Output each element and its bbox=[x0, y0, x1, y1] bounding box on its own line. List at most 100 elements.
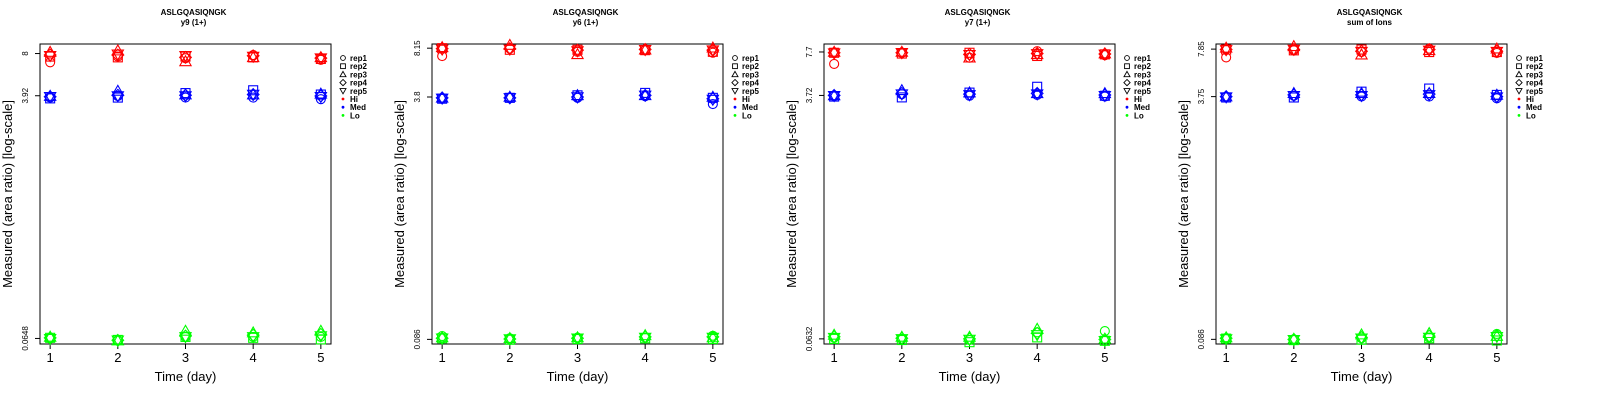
point-lo-rep4 bbox=[1422, 329, 1436, 343]
point-hi-rep3 bbox=[1422, 43, 1436, 56]
legend-label-lo: Lo bbox=[1526, 111, 1536, 120]
x-tick-label: 4 bbox=[1034, 350, 1041, 365]
point-hi-rep1 bbox=[45, 57, 56, 68]
chart-title: ASLGQASIQNGK bbox=[1337, 8, 1403, 17]
point-hi-rep5 bbox=[706, 45, 720, 57]
point-hi-rep5 bbox=[435, 44, 449, 57]
legend-label-rep2: rep2 bbox=[1526, 62, 1543, 71]
chart-title: ASLGQASIQNGK bbox=[945, 8, 1011, 17]
point-lo-rep5 bbox=[1098, 336, 1112, 348]
point-hi-rep5 bbox=[503, 44, 517, 57]
point-med-rep5 bbox=[638, 90, 652, 103]
point-lo-rep3 bbox=[178, 324, 193, 336]
point-hi-rep5 bbox=[895, 47, 909, 60]
point-lo-rep5 bbox=[706, 332, 720, 345]
legend-marker-rep1 bbox=[1516, 55, 1522, 61]
legend-label-hi: Hi bbox=[350, 95, 358, 104]
x-tick-label: 3 bbox=[574, 350, 581, 365]
legend-label-rep3: rep3 bbox=[1134, 70, 1151, 79]
point-hi-rep5 bbox=[246, 51, 260, 64]
legend-label-rep5: rep5 bbox=[1526, 87, 1543, 96]
legend-label-rep2: rep2 bbox=[350, 62, 367, 71]
point-lo-rep5 bbox=[638, 332, 652, 345]
legend-dot-hi bbox=[733, 97, 737, 101]
point-hi-rep3 bbox=[435, 40, 449, 53]
point-hi-rep2 bbox=[829, 47, 840, 58]
point-hi-rep2 bbox=[112, 52, 123, 63]
legend-label-rep4: rep4 bbox=[1134, 79, 1151, 88]
point-med-rep5 bbox=[1354, 90, 1369, 103]
y-axis-label: Measured (area ratio) [log-scale] bbox=[1176, 100, 1191, 288]
point-lo-rep3 bbox=[43, 330, 57, 342]
point-hi-rep5 bbox=[1030, 49, 1044, 61]
x-tick-label: 4 bbox=[250, 350, 257, 365]
y-tick-label: 0.086 bbox=[413, 329, 422, 350]
point-hi-rep5 bbox=[962, 49, 977, 62]
legend-dot-med bbox=[733, 105, 737, 109]
point-med-rep2 bbox=[1032, 81, 1043, 92]
x-tick-label: 2 bbox=[1290, 350, 1297, 365]
legend-marker-rep2 bbox=[1124, 63, 1130, 70]
y-axis-label: Measured (area ratio) [log-scale] bbox=[392, 100, 407, 288]
point-hi-rep5 bbox=[43, 51, 57, 63]
y-tick-label: 0.0648 bbox=[21, 326, 30, 351]
point-hi-rep3 bbox=[827, 45, 841, 57]
point-lo-rep3 bbox=[1490, 329, 1504, 341]
legend-marker-rep5 bbox=[731, 88, 739, 95]
point-med-rep3 bbox=[1219, 89, 1233, 102]
point-lo-rep3 bbox=[435, 330, 449, 343]
legend-marker-rep4 bbox=[339, 78, 347, 87]
point-lo-rep3 bbox=[570, 330, 585, 343]
point-lo-rep5 bbox=[1422, 332, 1436, 345]
y-axis-label: Measured (area ratio) [log-scale] bbox=[784, 100, 799, 288]
point-hi-rep3 bbox=[314, 50, 328, 63]
legend-label-rep4: rep4 bbox=[742, 79, 759, 88]
point-med-rep5 bbox=[1422, 90, 1436, 102]
point-med-rep5 bbox=[435, 93, 449, 106]
point-lo-rep2 bbox=[964, 337, 975, 348]
point-hi-rep1 bbox=[829, 58, 840, 70]
x-tick-label: 4 bbox=[1426, 350, 1433, 365]
legend-dot-med bbox=[341, 105, 345, 109]
y-tick-label: 0.0632 bbox=[805, 326, 814, 351]
x-tick-label: 5 bbox=[709, 350, 716, 365]
point-med-rep3 bbox=[638, 88, 652, 101]
point-med-rep5 bbox=[503, 93, 517, 105]
point-med-rep3 bbox=[503, 90, 517, 102]
point-med-rep3 bbox=[111, 84, 125, 96]
legend-label-rep3: rep3 bbox=[350, 70, 367, 79]
x-tick-label: 2 bbox=[506, 350, 513, 365]
legend-label-rep2: rep2 bbox=[742, 62, 759, 71]
legend-dot-lo bbox=[733, 114, 737, 117]
legend-label-hi: Hi bbox=[1526, 95, 1534, 104]
x-axis-label: Time (day) bbox=[1331, 369, 1393, 384]
chart-title: ASLGQASIQNGK bbox=[553, 8, 619, 17]
point-lo-rep5 bbox=[827, 332, 841, 345]
point-hi-rep5 bbox=[1219, 45, 1233, 57]
x-tick-label: 4 bbox=[642, 350, 649, 365]
point-med-rep2 bbox=[896, 92, 907, 103]
legend-marker-rep1 bbox=[732, 55, 738, 61]
legend-dot-med bbox=[1125, 105, 1129, 109]
point-med-rep5 bbox=[706, 94, 720, 107]
point-med-rep5 bbox=[1490, 92, 1504, 104]
point-med-rep3 bbox=[43, 89, 57, 101]
point-lo-rep4 bbox=[1490, 328, 1504, 342]
chart-subtitle: y6 (1+) bbox=[573, 18, 599, 27]
legend-marker-rep2 bbox=[340, 63, 346, 70]
legend-marker-rep5 bbox=[1123, 88, 1131, 95]
point-hi-rep5 bbox=[1287, 44, 1301, 57]
point-lo-rep5 bbox=[111, 335, 125, 348]
chart-subtitle: y9 (1+) bbox=[181, 18, 207, 27]
legend-marker-rep2 bbox=[1516, 63, 1522, 70]
legend-label-lo: Lo bbox=[350, 111, 360, 120]
point-hi-rep3 bbox=[503, 38, 517, 50]
point-med-rep5 bbox=[111, 91, 125, 103]
point-lo-rep3 bbox=[1287, 332, 1301, 344]
legend-label-rep1: rep1 bbox=[742, 54, 759, 63]
legend-label-rep4: rep4 bbox=[1526, 79, 1543, 88]
